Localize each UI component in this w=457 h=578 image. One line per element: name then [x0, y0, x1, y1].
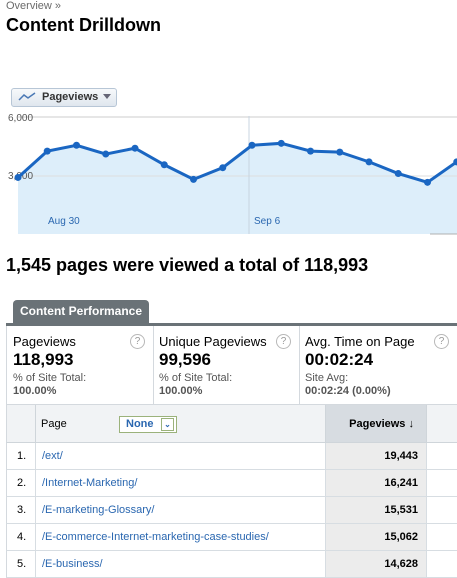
- stat-sub-label: Site Avg:: [305, 372, 349, 384]
- page-link[interactable]: /ext/: [42, 450, 63, 462]
- stat-sub-value: 100.00%: [13, 385, 57, 397]
- pageviews-value: 14,628: [384, 558, 418, 570]
- breadcrumb[interactable]: Overview »: [6, 0, 62, 12]
- row-number: 5.: [17, 558, 27, 570]
- pageviews-value: 15,062: [384, 531, 418, 543]
- chart-svg: 6,000 3,000 Aug 30 Sep 6: [8, 113, 457, 235]
- stat-name: Unique Pageviews: [159, 334, 267, 349]
- chart-point[interactable]: [102, 150, 110, 158]
- table-row[interactable]: 2. /Internet-Marketing/16,241: [6, 470, 457, 497]
- chart-point[interactable]: [14, 173, 22, 181]
- chart-point[interactable]: [307, 147, 314, 155]
- tab-underline: [6, 323, 457, 326]
- page-link[interactable]: /E-marketing-Glossary/: [42, 504, 155, 516]
- table-row[interactable]: 3. /E-marketing-Glossary/15,531: [6, 497, 457, 524]
- pageviews-value: 15,531: [384, 504, 418, 516]
- pageviews-cell: 14,628: [325, 551, 427, 577]
- stat-avg-time: Avg. Time on Page 00:02:24 Site Avg: 00:…: [299, 326, 457, 404]
- pageviews-value: 19,443: [384, 450, 418, 462]
- column-header-pageviews[interactable]: Pageviews ↓: [325, 405, 427, 442]
- summary-text: 1,545 pages were viewed a total of 118,9…: [6, 255, 369, 275]
- page-title: Content Drilldown: [6, 15, 161, 35]
- table-row[interactable]: 4. /E-commerce-Internet-marketing-case-st…: [6, 524, 457, 551]
- chart-area-fill: [18, 143, 457, 234]
- content-table: Page None ⌄ Pageviews ↓ 1. /ext/19,443 2. /…: [6, 405, 457, 578]
- chart-point[interactable]: [190, 175, 197, 183]
- chart-point[interactable]: [277, 139, 285, 147]
- stat-unique-pageviews: Unique Pageviews 99,596 % of Site Total:…: [153, 326, 300, 404]
- chart-point[interactable]: [336, 148, 344, 156]
- help-icon[interactable]: ?: [130, 334, 145, 349]
- chart-point[interactable]: [219, 164, 227, 172]
- row-number: 1.: [17, 450, 27, 462]
- tab-content-performance[interactable]: Content Performance: [13, 300, 149, 323]
- chart-point[interactable]: [453, 158, 457, 166]
- help-icon[interactable]: ?: [434, 334, 449, 349]
- chevron-down-icon: [103, 94, 111, 99]
- segment-selector-label: None: [126, 418, 154, 430]
- chart-point[interactable]: [394, 170, 402, 178]
- y-tick-label: 6,000: [8, 113, 33, 124]
- page-link[interactable]: /E-commerce-Internet-marketing-case-stud…: [42, 531, 269, 543]
- chart-point[interactable]: [43, 147, 51, 155]
- page-link[interactable]: /Internet-Marketing/: [42, 477, 138, 489]
- pageviews-cell: 15,062: [325, 524, 427, 550]
- column-divider: [35, 551, 36, 577]
- metric-selector[interactable]: Pageviews: [11, 88, 117, 107]
- line-chart-icon: [18, 92, 36, 105]
- table-row[interactable]: 1. /ext/19,443: [6, 443, 457, 470]
- row-number: 4.: [17, 531, 27, 543]
- column-divider: [35, 405, 36, 442]
- row-number: 3.: [17, 504, 27, 516]
- row-number: 2.: [17, 477, 27, 489]
- column-header-pageviews-label: Pageviews ↓: [349, 418, 414, 430]
- stat-sub-value: 00:02:24 (0.00%): [305, 385, 391, 397]
- segment-selector[interactable]: None ⌄: [119, 416, 177, 433]
- column-header-page[interactable]: Page: [41, 418, 67, 430]
- chevron-down-icon: ⌄: [161, 418, 174, 431]
- pageviews-value: 16,241: [384, 477, 418, 489]
- column-divider: [35, 497, 36, 523]
- stats-panel: Pageviews 118,993 % of Site Total: 100.0…: [6, 326, 457, 405]
- help-icon[interactable]: ?: [276, 334, 291, 349]
- x-tick-label: Aug 30: [48, 216, 80, 227]
- stat-name: Pageviews: [13, 334, 76, 349]
- table-body: 1. /ext/19,443 2. /Internet-Marketing/16,24…: [6, 443, 457, 578]
- stat-sub-label: % of Site Total:: [13, 372, 87, 384]
- pageviews-cell: 15,531: [325, 497, 427, 523]
- stat-sub-label: % of Site Total:: [159, 372, 233, 384]
- chart-point[interactable]: [131, 144, 139, 152]
- x-tick-label: Sep 6: [254, 216, 281, 227]
- chart-point[interactable]: [248, 141, 256, 149]
- stat-value: 00:02:24: [305, 350, 374, 369]
- pageviews-chart: 6,000 3,000 Aug 30 Sep 6: [0, 106, 457, 241]
- chart-point[interactable]: [160, 161, 168, 169]
- column-divider: [35, 470, 36, 496]
- chart-point[interactable]: [73, 141, 80, 149]
- column-divider: [35, 443, 36, 469]
- stat-name: Avg. Time on Page: [305, 334, 415, 349]
- chart-point[interactable]: [424, 178, 431, 186]
- stat-value: 118,993: [13, 350, 74, 369]
- chart-point[interactable]: [365, 158, 373, 166]
- pageviews-cell: 19,443: [325, 443, 427, 469]
- stat-pageviews: Pageviews 118,993 % of Site Total: 100.0…: [7, 326, 154, 404]
- column-divider: [35, 524, 36, 550]
- table-header: Page None ⌄ Pageviews ↓: [6, 405, 457, 443]
- table-row[interactable]: 5. /E-business/14,628: [6, 551, 457, 578]
- metric-selector-label: Pageviews: [42, 91, 99, 103]
- pageviews-cell: 16,241: [325, 470, 427, 496]
- page-link[interactable]: /E-business/: [42, 558, 103, 570]
- stat-value: 99,596: [159, 350, 211, 369]
- stat-sub-value: 100.00%: [159, 385, 203, 397]
